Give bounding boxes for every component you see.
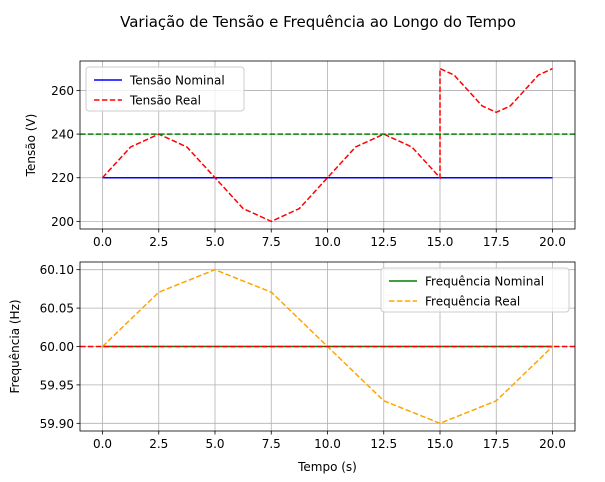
x-tick-label: 15.0 xyxy=(427,235,454,249)
axes-frame xyxy=(79,60,576,230)
x-tick-label: 12.5 xyxy=(370,437,397,451)
legend: Tensão Nominal Tensão Real xyxy=(85,66,245,112)
legend-box xyxy=(380,267,570,313)
y-tick-label: 240 xyxy=(51,128,74,142)
x-axis-label: Tempo (s) xyxy=(297,460,357,474)
y-axis-label: Tensão (V) xyxy=(24,114,38,178)
subplot-1: 0.0 2.5 5.0 7.5 10.0 12.5 15.0 17.5 20.0 200 220 24… xyxy=(24,60,576,249)
x-tick-label: 15.0 xyxy=(427,437,454,451)
x-tick-label: 5.0 xyxy=(205,235,224,249)
figure-title: Variação de Tensão e Frequência ao Longo… xyxy=(120,13,516,31)
x-tick-label: 17.5 xyxy=(483,235,510,249)
x-tick-label: 20.0 xyxy=(539,235,566,249)
legend-label-2: Frequência Real xyxy=(425,295,520,309)
x-tick-label: 17.5 xyxy=(483,437,510,451)
x-tick-label: 0.0 xyxy=(93,437,112,451)
legend-label-1: Tensão Nominal xyxy=(129,74,225,88)
series-line-2 xyxy=(101,67,553,223)
x-tick-label: 2.5 xyxy=(149,437,168,451)
x-tick-label: 2.5 xyxy=(149,235,168,249)
y-axis-label: Frequência (Hz) xyxy=(8,299,22,393)
plot-area xyxy=(80,268,575,425)
plot-area xyxy=(80,67,575,223)
y-tick-label: 260 xyxy=(51,84,74,98)
legend: Frequência Nominal Frequência Real xyxy=(380,267,570,313)
y-tick-label: 60.00 xyxy=(40,340,74,354)
y-tick-label: 60.10 xyxy=(40,263,74,277)
legend-label-1: Frequência Nominal xyxy=(425,275,544,289)
x-tick-label: 12.5 xyxy=(370,235,397,249)
legend-box xyxy=(85,66,245,112)
axes-frame xyxy=(79,261,576,432)
y-tick-label: 59.90 xyxy=(40,417,74,431)
x-tick-label: 7.5 xyxy=(262,437,281,451)
x-tick-label: 10.0 xyxy=(314,437,341,451)
x-tick-label: 5.0 xyxy=(205,437,224,451)
x-tick-label: 7.5 xyxy=(262,235,281,249)
x-tick-label: 0.0 xyxy=(93,235,112,249)
subplot-2: 0.0 2.5 5.0 7.5 10.0 12.5 15.0 17.5 20.0 59.90 59.… xyxy=(8,261,576,474)
y-tick-label: 60.05 xyxy=(40,302,74,316)
x-tick-label: 20.0 xyxy=(539,437,566,451)
x-tick-label: 10.0 xyxy=(314,235,341,249)
y-tick-label: 220 xyxy=(51,171,74,185)
legend-label-2: Tensão Real xyxy=(129,94,201,108)
y-tick-label: 59.95 xyxy=(40,378,74,392)
y-tick-label: 200 xyxy=(51,215,74,229)
